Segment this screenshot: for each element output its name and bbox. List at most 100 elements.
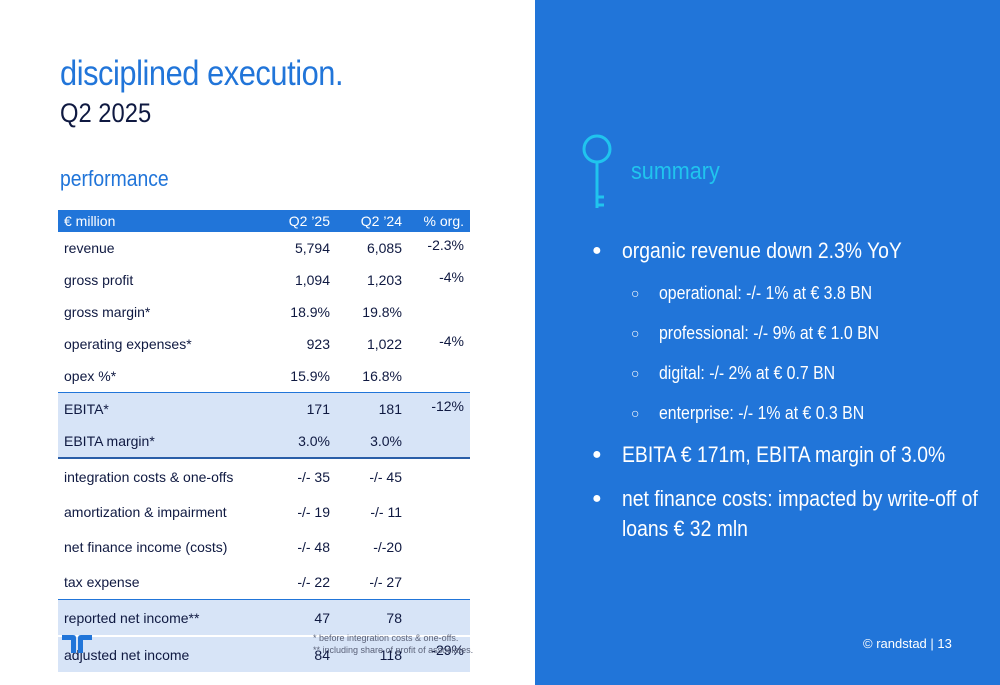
cell-q2-25: 47 [264, 599, 336, 636]
cell-org [408, 564, 470, 600]
cell-q2-24: 6,085 [366, 240, 402, 256]
bullet-marker: ● [592, 490, 602, 507]
cell-q2-24: 3.0% [336, 425, 408, 458]
bullet-text: digital: -/- 2% at € 0.7 BN [659, 363, 836, 383]
cell-q2-25: 18.9% [290, 304, 330, 320]
table-row: revenue 5,794 6,085 -2.3% [58, 232, 470, 264]
sub-bullet-marker: ○ [631, 325, 640, 341]
footnote: * before integration costs & one-offs. [313, 633, 459, 643]
bullet-marker: ● [592, 242, 602, 259]
cell-q2-24: 16.8% [362, 368, 402, 384]
cell-q2-25: 15.9% [290, 368, 330, 384]
row-label: EBITA* [58, 392, 264, 425]
cell-q2-24: -/-20 [373, 538, 402, 555]
row-label: EBITA margin* [58, 425, 264, 458]
cell-q2-25: -/- 35 [264, 457, 336, 494]
bullet-text: organic revenue down 2.3% YoY [622, 238, 902, 263]
table-row: tax expense -/- 22 -/- 27 [58, 564, 470, 600]
cell-org [408, 360, 470, 393]
bullet-marker: ● [592, 446, 602, 463]
list-item: ● net finance costs: impacted by write-o… [590, 484, 980, 544]
row-label: net finance income (costs) [64, 538, 228, 555]
table-header: € million Q2 ’25 Q2 ’24 % org. [58, 210, 470, 232]
header-cell: € million [58, 210, 264, 232]
table-row: amortization & impairment -/- 19 -/- 11 [58, 494, 470, 529]
header-cell: % org. [408, 210, 470, 232]
cell-org [408, 599, 470, 636]
cell-q2-25: 923 [306, 336, 330, 352]
bullet-text: EBITA € 171m, EBITA margin of 3.0% [622, 442, 946, 467]
summary-list: ● organic revenue down 2.3% YoY ○ operat… [590, 236, 980, 558]
bullet-text: enterprise: -/- 1% at € 0.3 BN [659, 403, 865, 423]
row-label: reported net income** [58, 599, 264, 636]
row-label: gross profit [64, 272, 134, 288]
row-label: tax expense [64, 573, 140, 590]
cell-q2-24: -/- 11 [370, 503, 402, 520]
cell-org [408, 425, 470, 458]
summary-title: summary [631, 158, 720, 185]
list-item: ○ digital: -/- 2% at € 0.7 BN [590, 360, 980, 386]
cell-org [408, 494, 470, 529]
table-row: reported net income** 47 78 [58, 599, 470, 636]
sub-bullet-marker: ○ [631, 285, 640, 301]
randstad-logo [62, 635, 92, 653]
page-title: disciplined execution. [60, 54, 344, 93]
cell-q2-25: 84 [264, 635, 336, 672]
cell-org: -4% [439, 269, 464, 285]
cell-q2-24: -/- 45 [336, 457, 408, 494]
table-row: operating expenses* 923 1,022 -4% [58, 328, 470, 360]
cell-q2-24: 181 [336, 392, 408, 425]
list-item: ● EBITA € 171m, EBITA margin of 3.0% [590, 440, 980, 470]
row-label: gross margin* [64, 304, 151, 320]
cell-org [408, 296, 470, 328]
table-row: gross margin* 18.9% 19.8% [58, 296, 470, 328]
cell-org: -12% [408, 392, 470, 425]
table-row: adjusted net income 84 118 -29% [58, 635, 470, 672]
cell-q2-25: 171 [264, 392, 336, 425]
copyright-page-number: © randstad | 13 [863, 636, 952, 651]
bullet-text: professional: -/- 9% at € 1.0 BN [659, 323, 880, 343]
list-item: ● organic revenue down 2.3% YoY [590, 236, 980, 266]
right-panel [535, 0, 1000, 685]
row-label: adjusted net income [58, 635, 264, 672]
left-panel: disciplined execution. Q2 2025 performan… [58, 54, 474, 672]
section-label: performance [60, 166, 169, 191]
cell-q2-24: 118 [336, 635, 408, 672]
cell-q2-24: -/- 27 [369, 573, 402, 590]
cell-org: -4% [439, 333, 464, 349]
cell-q2-24: 19.8% [362, 304, 402, 320]
cell-org: -2.3% [427, 237, 464, 253]
table-row: EBITA margin* 3.0% 3.0% [58, 425, 470, 458]
header-cell: Q2 ’25 [264, 210, 336, 232]
cell-q2-25: -/- 22 [297, 573, 330, 590]
footnotes: * before integration costs & one-offs. *… [313, 632, 473, 656]
table-row: opex %* 15.9% 16.8% [58, 360, 470, 393]
key-icon [582, 134, 612, 208]
list-item: ○ enterprise: -/- 1% at € 0.3 BN [590, 400, 980, 426]
cell-org: -29% [408, 635, 470, 672]
row-label: integration costs & one-offs [58, 457, 264, 494]
bullet-text: operational: -/- 1% at € 3.8 BN [659, 283, 873, 303]
cell-q2-24: 1,022 [366, 336, 402, 352]
list-item: ○ professional: -/- 9% at € 1.0 BN [590, 320, 980, 346]
cell-q2-25: -/- 19 [297, 503, 330, 520]
row-label: operating expenses* [64, 336, 192, 352]
cell-q2-25: -/- 48 [297, 538, 330, 555]
cell-org [408, 457, 470, 494]
row-label: opex %* [64, 368, 117, 384]
performance-table: € million Q2 ’25 Q2 ’24 % org. revenue 5… [58, 210, 470, 672]
table-row: gross profit 1,094 1,203 -4% [58, 264, 470, 296]
table-row: net finance income (costs) -/- 48 -/-20 [58, 529, 470, 564]
cell-q2-25: 1,094 [294, 272, 330, 288]
row-label: revenue [64, 240, 115, 256]
sub-bullet-marker: ○ [631, 365, 640, 381]
cell-q2-24: 1,203 [366, 272, 402, 288]
table-row: integration costs & one-offs -/- 35 -/- … [58, 457, 470, 494]
cell-org [408, 529, 470, 564]
bullet-text: net finance costs: impacted by write-off… [622, 486, 978, 541]
list-item: ○ operational: -/- 1% at € 3.8 BN [590, 280, 980, 306]
row-label: amortization & impairment [64, 503, 227, 520]
table-row: EBITA* 171 181 -12% [58, 392, 470, 425]
page-subtitle: Q2 2025 [60, 98, 152, 128]
footnote: ** including share of profit of associat… [313, 645, 474, 655]
